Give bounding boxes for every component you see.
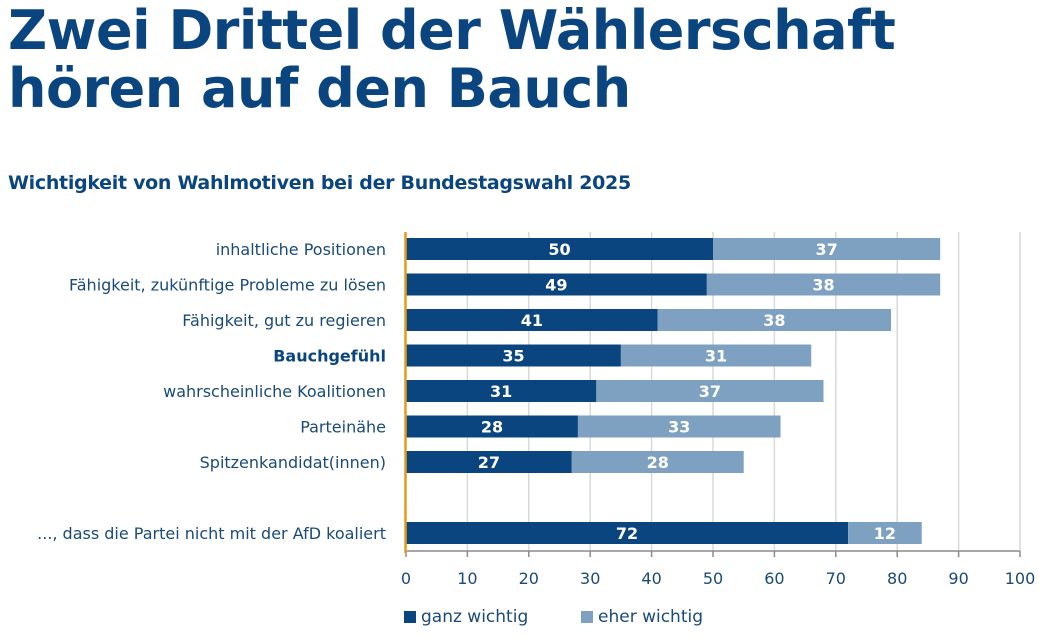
legend-swatch-eher-wichtig	[581, 611, 593, 623]
data-label: 31	[490, 382, 512, 401]
bar-eher-wichtig	[657, 309, 892, 331]
x-tick-label: 60	[764, 569, 784, 588]
bar-ganz-wichtig	[406, 273, 707, 296]
x-tick-label: 100	[1005, 569, 1036, 588]
legend-label: eher wichtig	[598, 607, 704, 627]
data-label: 41	[521, 311, 543, 330]
bar-ganz-wichtig	[406, 522, 849, 544]
data-label: 37	[699, 382, 721, 401]
x-tick-label: 70	[826, 569, 846, 588]
data-label: 38	[763, 311, 785, 330]
data-label: 50	[548, 240, 570, 259]
data-label: 35	[502, 347, 524, 366]
bar-eher-wichtig	[620, 344, 812, 367]
data-label: 27	[478, 453, 500, 472]
chart-subtitle: Wichtigkeit von Wahlmotiven bei der Bund…	[8, 172, 631, 194]
bar-ganz-wichtig	[406, 309, 658, 331]
data-label: 37	[815, 240, 837, 259]
bar-ganz-wichtig	[406, 380, 597, 402]
category-label: Spitzenkandidat(innen)	[200, 453, 386, 472]
x-tick-label: 30	[580, 569, 600, 588]
title-line-1: Zwei Drittel der Wählerschaft	[8, 0, 896, 62]
bar-ganz-wichtig	[406, 344, 621, 367]
x-tick-label: 10	[457, 569, 477, 588]
legend-item-eher-wichtig: eher wichtig	[581, 607, 703, 627]
bar-ganz-wichtig	[406, 415, 578, 438]
bar-ganz-wichtig	[406, 451, 572, 473]
data-label: 12	[874, 524, 896, 543]
bar-eher-wichtig	[571, 451, 744, 473]
legend-swatch-ganz-wichtig	[404, 611, 416, 623]
category-label: Parteinähe	[300, 418, 386, 437]
data-label: 72	[616, 524, 638, 543]
x-tick-label: 50	[703, 569, 723, 588]
category-label: Fähigkeit, zukünftige Probleme zu lösen	[69, 276, 386, 295]
bar-eher-wichtig	[848, 522, 922, 544]
x-tick-label: 40	[641, 569, 661, 588]
x-tick-label: 20	[519, 569, 539, 588]
data-label: 38	[812, 276, 834, 295]
legend-item-ganz-wichtig: ganz wichtig	[404, 607, 528, 627]
legend-label: ganz wichtig	[421, 607, 529, 627]
x-tick-label: 90	[948, 569, 968, 588]
category-label: wahrscheinliche Koalitionen	[163, 382, 386, 401]
data-label: 33	[668, 418, 690, 437]
data-label: 49	[545, 276, 567, 295]
category-label: Fähigkeit, gut zu regieren	[182, 311, 386, 330]
chart-title: Zwei Drittel der Wählerschaft hören auf …	[8, 0, 896, 120]
category-label: ..., dass die Partei nicht mit der AfD k…	[37, 524, 386, 543]
title-line-2: hören auf den Bauch	[8, 57, 631, 120]
data-label: 28	[647, 453, 669, 472]
bar-eher-wichtig	[713, 238, 941, 260]
bar-eher-wichtig	[706, 273, 941, 296]
bar-ganz-wichtig	[406, 238, 713, 260]
x-tick-label: 0	[401, 569, 411, 588]
bar-eher-wichtig	[577, 415, 781, 438]
x-tick-label: 80	[887, 569, 907, 588]
category-label: Bauchgefühl	[273, 347, 386, 366]
bar-eher-wichtig	[596, 380, 824, 402]
data-label: 28	[481, 418, 503, 437]
category-label: inhaltliche Positionen	[216, 240, 386, 259]
data-label: 31	[705, 347, 727, 366]
